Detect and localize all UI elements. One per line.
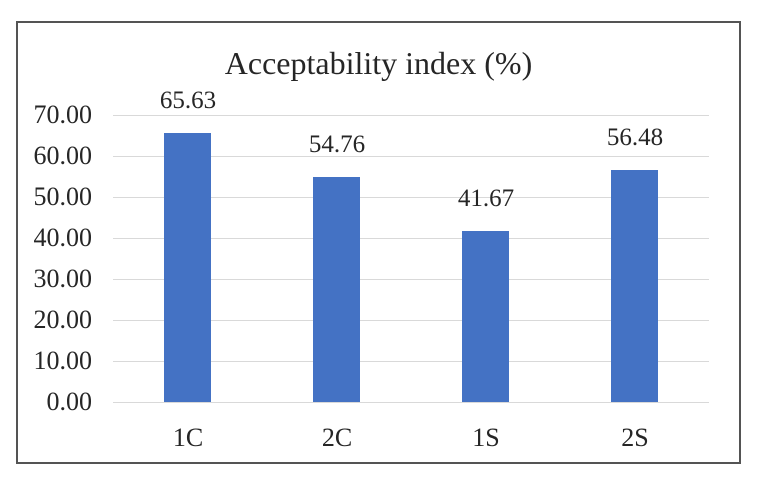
gridline xyxy=(113,156,709,157)
chart-frame: Acceptability index (%) 70.00 60.00 50.00 4… xyxy=(16,21,741,464)
x-tick-label: 1S xyxy=(472,423,500,452)
bar xyxy=(313,177,360,402)
bar xyxy=(164,133,211,402)
y-tick-label: 70.00 xyxy=(33,100,93,129)
gridline xyxy=(113,320,709,321)
gridline xyxy=(113,279,709,280)
chart-area: Acceptability index (%) 70.00 60.00 50.00 4… xyxy=(18,23,739,462)
bar-value-label: 56.48 xyxy=(606,124,664,151)
x-tick-label: 2S xyxy=(621,423,649,452)
y-tick-label: 20.00 xyxy=(33,305,93,334)
y-axis: 70.00 60.00 50.00 40.00 30.00 20.00 10.00 0.00 xyxy=(18,102,93,415)
gridline xyxy=(113,361,709,362)
gridline xyxy=(113,115,709,116)
gridline xyxy=(113,402,709,403)
x-tick-label: 2C xyxy=(321,423,353,452)
y-tick-label: 30.00 xyxy=(33,264,93,293)
y-tick-label: 10.00 xyxy=(33,346,93,375)
bar-value-label: 41.67 xyxy=(457,185,515,212)
y-tick-label: 60.00 xyxy=(33,141,93,170)
bar-value-label: 65.63 xyxy=(159,87,217,114)
chart-title: Acceptability index (%) xyxy=(224,45,533,81)
gridline xyxy=(113,238,709,239)
x-tick-label: 1C xyxy=(172,423,204,452)
plot-area: 65.63 54.76 41.67 56.48 xyxy=(113,88,709,403)
y-tick-label: 50.00 xyxy=(33,182,93,211)
bar xyxy=(462,231,509,402)
y-tick-label: 0.00 xyxy=(46,387,93,416)
x-axis: 1C 2C 1S 2S xyxy=(113,402,709,460)
y-tick-label: 40.00 xyxy=(33,223,93,252)
bar-value-label: 54.76 xyxy=(308,131,366,158)
bar xyxy=(611,170,658,402)
gridline xyxy=(113,197,709,198)
